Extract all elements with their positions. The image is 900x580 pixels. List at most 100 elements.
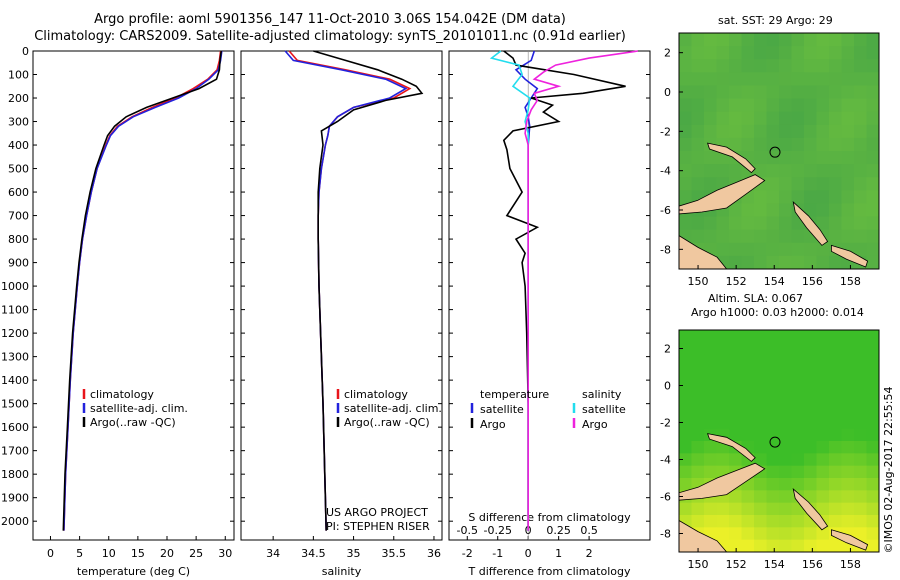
map-cell [816, 190, 830, 204]
map-frame [678, 329, 880, 553]
map-cell [679, 330, 692, 343]
map-cell [866, 111, 880, 126]
map-cell [716, 216, 730, 231]
map-cell [854, 98, 867, 113]
map-cell [866, 177, 880, 191]
map-cell [866, 441, 880, 454]
map-cell [679, 404, 692, 417]
map-cell [779, 111, 792, 126]
map-cell [854, 502, 867, 516]
map-lat-label: 0 [664, 380, 671, 393]
map-cell [766, 428, 780, 442]
map-cell [729, 33, 742, 47]
map-cell [741, 203, 755, 218]
map-lon-label: 152 [726, 558, 747, 571]
depth-tick-label: 1400 [1, 374, 29, 387]
map-cell [679, 124, 692, 139]
map-cell [854, 164, 867, 178]
map-cell [741, 124, 755, 139]
map-cell [766, 85, 780, 100]
map-cell [791, 404, 805, 417]
map-cell [691, 164, 705, 178]
map-cell [741, 539, 755, 553]
map-cell [766, 465, 780, 479]
map-cell [779, 59, 792, 73]
map-cell [741, 111, 755, 126]
map-cell [841, 190, 855, 204]
panel-frame-0 [32, 50, 235, 541]
map-cell [779, 539, 792, 553]
map-cell [791, 354, 805, 368]
map-cell [791, 59, 805, 73]
depth-tick-label: 600 [8, 186, 29, 199]
map-cell [754, 416, 767, 430]
x-tick-label: 10 [102, 547, 116, 560]
map-cell [741, 490, 755, 504]
map-cell [766, 391, 780, 405]
map-cell [854, 46, 867, 60]
map-cell [829, 177, 842, 191]
map-cell [866, 59, 880, 73]
map-cell [679, 367, 692, 380]
map-cell [866, 151, 880, 165]
map-cell [716, 111, 730, 126]
map-cell [854, 59, 867, 73]
map-cell [741, 391, 755, 405]
x-tick-label: 30 [218, 547, 232, 560]
map-cell [804, 137, 817, 152]
map-cell [829, 367, 842, 380]
map-cell [804, 177, 817, 191]
x-tick-label: 36 [427, 547, 441, 560]
map-cell [829, 391, 842, 405]
map-cell [791, 367, 805, 380]
map-cell [779, 242, 792, 257]
map-cell [804, 330, 817, 343]
map-cell [779, 404, 792, 417]
map-cell [829, 164, 842, 178]
map-cell [691, 330, 705, 343]
map-cell [791, 151, 805, 165]
map-cell [741, 354, 755, 368]
map-cell [779, 203, 792, 218]
map-cell [679, 379, 692, 393]
map-cell [779, 255, 792, 270]
panel-frame-2 [448, 50, 651, 541]
map-cell [816, 404, 830, 417]
map-cell [829, 190, 842, 204]
map-cell [741, 404, 755, 417]
project-label: US ARGO PROJECT [326, 506, 428, 519]
map-cell [729, 124, 742, 139]
map-cell [691, 379, 705, 393]
map-cell [841, 416, 855, 430]
legend-label: satellite-adj. clim. [344, 402, 442, 415]
map-cell [741, 72, 755, 86]
map-cell [816, 330, 830, 343]
map-cell [791, 190, 805, 204]
map-cell [691, 59, 705, 73]
map-cell [854, 242, 867, 257]
map-cell [804, 72, 817, 86]
map-cell [866, 465, 880, 479]
map-cell [841, 441, 855, 454]
map-cell [866, 229, 880, 244]
map-cell [866, 416, 880, 430]
map-cell [829, 502, 842, 516]
map-cell [754, 255, 767, 270]
map-cell [691, 124, 705, 139]
map-cell [704, 515, 717, 528]
map-cell [766, 539, 780, 553]
map-cell [754, 404, 767, 417]
map-cell [841, 490, 855, 504]
depth-tick-label: 100 [8, 69, 29, 82]
map-cell [754, 379, 767, 393]
map-cell [691, 391, 705, 405]
map-cell [866, 478, 880, 491]
map-cell [854, 428, 867, 442]
map-cell [741, 527, 755, 541]
map-cell [766, 164, 780, 178]
map-cell [679, 216, 692, 231]
map-cell [766, 190, 780, 204]
map-cell [804, 465, 817, 479]
map-cell [779, 98, 792, 113]
map-cell [804, 46, 817, 60]
